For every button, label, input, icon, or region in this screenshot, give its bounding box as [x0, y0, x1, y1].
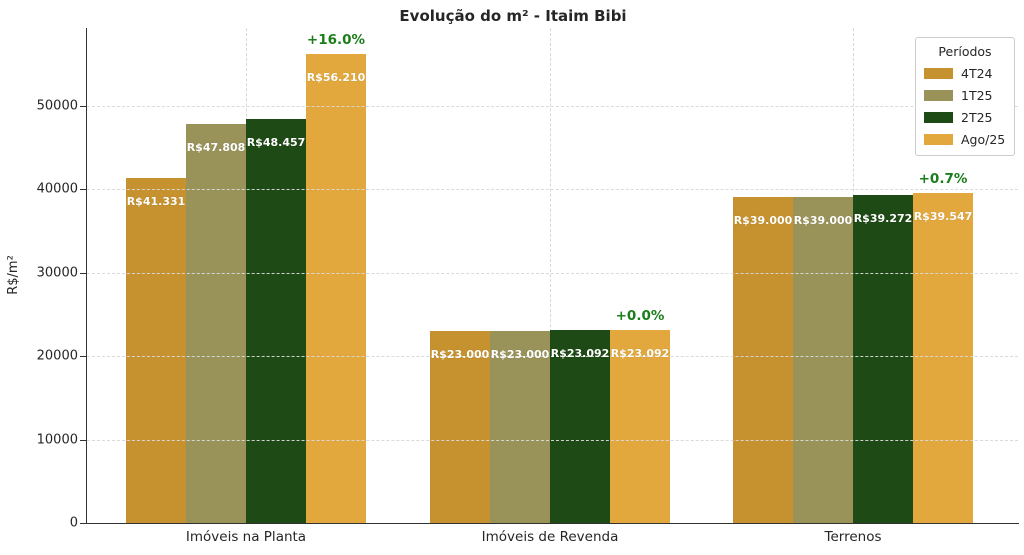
y-tick-mark: [80, 189, 86, 191]
legend-swatch: [924, 90, 953, 101]
plot-area: [86, 28, 1019, 524]
x-category-label: Terrenos: [824, 529, 882, 545]
bar: [430, 331, 490, 523]
legend-entry: 4T24: [924, 66, 1006, 81]
bar: [733, 197, 793, 523]
legend-entry: Ago/25: [924, 132, 1006, 147]
bar-value-label: R$56.210: [306, 70, 366, 84]
horizontal-gridline: [87, 439, 1018, 441]
y-tick-label: 20000: [36, 348, 78, 364]
horizontal-gridline: [87, 272, 1018, 274]
pct-annotation: +0.0%: [615, 308, 665, 325]
horizontal-gridline: [87, 356, 1018, 358]
x-category-label: Imóveis de Revenda: [481, 529, 619, 545]
bar: [550, 330, 610, 523]
bar: [793, 197, 853, 523]
pct-annotation: +16.0%: [306, 31, 366, 48]
bar-value-label: R$39.000: [733, 214, 793, 228]
legend-swatch: [924, 68, 953, 79]
y-tick-label: 0: [69, 515, 78, 531]
bar: [246, 118, 306, 523]
bar: [853, 195, 913, 523]
pct-annotation: +0.7%: [918, 170, 968, 187]
bar-value-label: R$41.331: [126, 194, 186, 208]
y-tick-mark: [80, 272, 86, 274]
y-tick-mark: [80, 356, 86, 358]
legend-label: 1T25: [961, 88, 993, 103]
bar-value-label: R$39.272: [853, 212, 913, 226]
bar-value-label: R$23.000: [430, 348, 490, 361]
y-tick-mark: [80, 105, 86, 107]
y-tick-label: 10000: [36, 432, 78, 448]
bar: [306, 53, 366, 523]
legend: Períodos 4T24 1T25 2T25 Ago/25: [915, 37, 1015, 156]
x-category-label: Imóveis na Planta: [185, 529, 307, 545]
bar-value-label: R$39.547: [913, 209, 973, 223]
legend-entry: 1T25: [924, 88, 1006, 103]
horizontal-gridline: [87, 189, 1018, 191]
legend-title: Períodos: [938, 44, 992, 59]
vertical-gridline: [550, 28, 551, 523]
horizontal-gridline: [87, 105, 1018, 107]
bar: [913, 192, 973, 523]
bar: [186, 123, 246, 523]
bar: [490, 331, 550, 523]
bar: [610, 330, 670, 523]
legend-label: Ago/25: [961, 132, 1006, 147]
bar-value-label: R$47.808: [186, 140, 246, 154]
legend-label: 2T25: [961, 110, 993, 125]
y-tick-mark: [80, 439, 86, 441]
bar-value-label: R$23.092: [610, 347, 670, 361]
y-tick-label: 40000: [36, 181, 78, 197]
bar: [126, 177, 186, 523]
bar-value-label: R$39.000: [793, 214, 853, 228]
bar-value-label: R$23.000: [490, 348, 550, 361]
bar-value-label: R$23.092: [550, 347, 610, 361]
y-tick-label: 50000: [36, 98, 78, 114]
y-tick-mark: [80, 523, 86, 524]
legend-swatch: [924, 134, 953, 145]
legend-swatch: [924, 112, 953, 123]
bar-value-label: R$48.457: [246, 135, 306, 149]
y-tick-label: 30000: [36, 265, 78, 281]
legend-entry: 2T25: [924, 110, 1006, 125]
legend-label: 4T24: [961, 66, 993, 81]
chart-title: Evolução do m² - Itaim Bibi: [399, 7, 627, 25]
legend-rows: 4T24 1T25 2T25 Ago/25: [924, 66, 1006, 147]
